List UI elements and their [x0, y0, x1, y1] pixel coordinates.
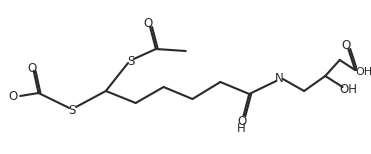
Text: S: S: [69, 103, 76, 116]
Text: S: S: [127, 55, 135, 67]
Text: O: O: [27, 61, 36, 75]
Text: O: O: [144, 16, 153, 30]
Text: O: O: [237, 115, 246, 128]
Text: OH: OH: [339, 83, 357, 95]
Text: O: O: [8, 89, 17, 103]
Text: O: O: [342, 38, 351, 51]
Text: N: N: [275, 71, 283, 85]
Text: H: H: [237, 122, 246, 134]
Text: OH: OH: [355, 67, 371, 77]
